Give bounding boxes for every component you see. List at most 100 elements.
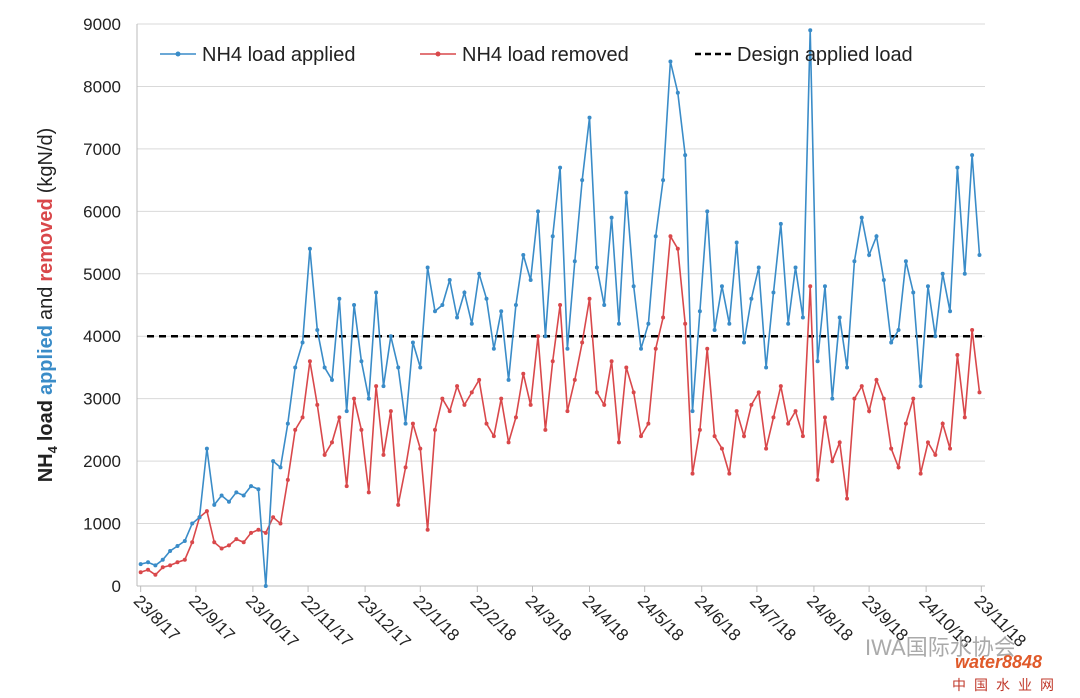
- data-point: [808, 284, 813, 289]
- data-point: [249, 530, 254, 535]
- data-point: [293, 427, 298, 432]
- data-point: [712, 434, 717, 439]
- data-point: [410, 340, 415, 345]
- data-point: [852, 259, 857, 264]
- x-tick-label: 24/5/18: [634, 591, 688, 645]
- data-point: [830, 396, 835, 401]
- y-tick-label: 8000: [83, 77, 121, 96]
- data-point: [889, 446, 894, 451]
- data-point: [903, 259, 908, 264]
- data-point: [249, 484, 254, 489]
- data-point: [697, 427, 702, 432]
- data-point: [874, 234, 879, 239]
- data-point: [447, 409, 452, 414]
- data-point: [182, 557, 187, 562]
- data-point: [616, 440, 621, 445]
- data-point: [683, 321, 688, 326]
- data-point: [653, 234, 658, 239]
- data-point: [138, 570, 143, 575]
- x-tick-label: 23/12/17: [354, 591, 414, 651]
- data-point: [933, 452, 938, 457]
- data-point: [256, 527, 261, 532]
- data-point: [822, 284, 827, 289]
- y-tick-label: 6000: [83, 202, 121, 221]
- data-point: [455, 315, 460, 320]
- data-point: [418, 446, 423, 451]
- x-tick-label: 24/7/18: [746, 591, 800, 645]
- data-point: [705, 209, 710, 214]
- data-point: [447, 278, 452, 283]
- data-point: [778, 221, 783, 226]
- data-point: [285, 421, 290, 426]
- data-point: [668, 234, 673, 239]
- data-point: [867, 409, 872, 414]
- watermark: water8848: [955, 652, 1042, 672]
- data-point: [756, 265, 761, 270]
- data-point: [138, 562, 143, 567]
- data-point: [616, 321, 621, 326]
- data-point: [153, 563, 158, 568]
- data-point: [175, 560, 180, 565]
- x-tick-label: 23/10/17: [242, 591, 302, 651]
- data-point: [837, 315, 842, 320]
- data-point: [219, 493, 224, 498]
- data-point: [307, 359, 312, 364]
- data-point: [970, 327, 975, 332]
- data-point: [550, 234, 555, 239]
- data-point: [521, 253, 526, 258]
- data-point: [388, 409, 393, 414]
- watermark: IWA国际水协会: [865, 635, 1016, 660]
- data-point: [315, 402, 320, 407]
- x-tick-label: 24/4/18: [579, 591, 633, 645]
- data-point: [344, 484, 349, 489]
- data-point: [226, 543, 231, 548]
- data-point: [933, 334, 938, 339]
- data-point: [653, 346, 658, 351]
- data-point: [675, 90, 680, 95]
- x-tick-label: 22/1/18: [409, 591, 463, 645]
- data-point: [366, 490, 371, 495]
- data-point: [219, 546, 224, 551]
- y-tick-label: 9000: [83, 15, 121, 34]
- data-point: [764, 446, 769, 451]
- data-point: [911, 396, 916, 401]
- data-point: [925, 440, 930, 445]
- data-point: [300, 340, 305, 345]
- data-point: [742, 434, 747, 439]
- data-point: [536, 209, 541, 214]
- data-point: [918, 384, 923, 389]
- data-point: [800, 315, 805, 320]
- data-point: [594, 390, 599, 395]
- x-tick-label: 22/11/17: [297, 591, 356, 650]
- data-point: [948, 446, 953, 451]
- data-point: [300, 415, 305, 420]
- y-tick-label: 5000: [83, 265, 121, 284]
- data-point: [690, 471, 695, 476]
- data-point: [359, 359, 364, 364]
- data-point: [146, 567, 151, 572]
- data-point: [631, 390, 636, 395]
- data-point: [786, 321, 791, 326]
- data-point: [432, 427, 437, 432]
- data-point: [403, 421, 408, 426]
- data-point: [631, 284, 636, 289]
- data-point: [962, 415, 967, 420]
- y-label-part: (kgN/d): [35, 128, 57, 194]
- data-point: [352, 396, 357, 401]
- data-point: [374, 290, 379, 295]
- data-point: [241, 540, 246, 545]
- y-tick-label: 4000: [83, 327, 121, 346]
- data-point: [712, 327, 717, 332]
- data-point: [329, 377, 334, 382]
- data-point: [241, 493, 246, 498]
- data-point: [455, 384, 460, 389]
- legend-label: NH4 load applied: [202, 44, 355, 66]
- data-point: [749, 402, 754, 407]
- data-point: [609, 215, 614, 220]
- legend-marker: [175, 51, 181, 57]
- data-point: [491, 434, 496, 439]
- data-point: [940, 271, 945, 276]
- data-point: [477, 271, 482, 276]
- data-point: [374, 384, 379, 389]
- data-point: [256, 487, 261, 492]
